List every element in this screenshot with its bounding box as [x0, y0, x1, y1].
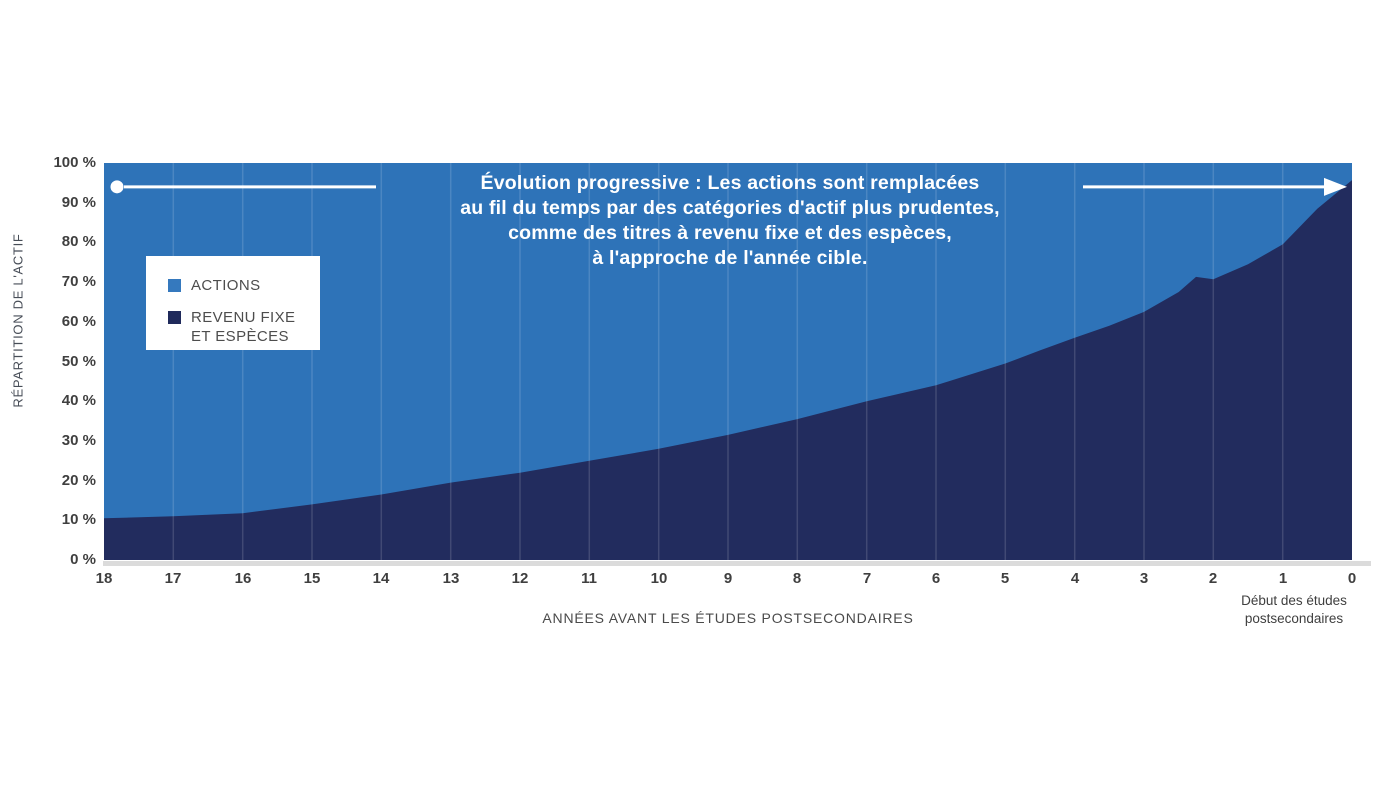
- x-tick-label: 13: [442, 570, 460, 587]
- timeline-start-dot-icon: [110, 180, 124, 194]
- fixed-income-area: [104, 180, 1352, 560]
- chart-legend: ACTIONS REVENU FIXE ET ESPÈCES: [146, 256, 320, 350]
- legend-label-fixed-income: REVENU FIXE ET ESPÈCES: [191, 309, 296, 345]
- x-tick-label: 9: [723, 570, 733, 587]
- annotation-line-3: comme des titres à revenu fixe et des es…: [508, 222, 952, 244]
- y-tick-label: 0 %: [70, 551, 96, 568]
- x-tick-label: 17: [164, 570, 182, 587]
- legend-item-fixed-income: REVENU FIXE ET ESPÈCES: [168, 308, 320, 346]
- fixed-income-swatch-icon: [168, 311, 181, 324]
- legend-item-actions: ACTIONS: [168, 276, 320, 295]
- x-tick-label: 0: [1347, 570, 1357, 587]
- y-tick-label: 60 %: [61, 313, 96, 330]
- legend-label-actions: ACTIONS: [191, 277, 261, 294]
- y-tick-label: 40 %: [61, 392, 96, 409]
- x-tick-label: 3: [1139, 570, 1149, 587]
- end-note-line-2: postsecondaires: [1244, 611, 1344, 626]
- x-tick-label: 8: [792, 570, 802, 587]
- annotation-line-2: au fil du temps par des catégories d'act…: [460, 197, 1000, 219]
- end-note-line-1: Début des études: [1241, 593, 1347, 608]
- y-tick-label: 70 %: [61, 273, 96, 290]
- x-tick-label: 12: [511, 570, 529, 587]
- x-tick-label: 18: [95, 570, 113, 587]
- x-axis-baseline: [103, 561, 1371, 566]
- x-tick-label: 4: [1070, 570, 1080, 587]
- x-tick-label: 6: [931, 570, 941, 587]
- x-tick-label: 11: [581, 570, 597, 587]
- x-tick-label: 5: [1000, 570, 1010, 587]
- x-axis-title: ANNÉES AVANT LES ÉTUDES POSTSECONDAIRES: [542, 610, 914, 626]
- x-tick-label: 10: [650, 570, 668, 587]
- y-tick-label: 10 %: [61, 511, 96, 528]
- x-tick-label: 14: [372, 570, 390, 587]
- timeline-arrow-icon: [1324, 177, 1347, 196]
- y-tick-label: 90 %: [61, 194, 96, 211]
- actions-swatch-icon: [168, 279, 181, 292]
- y-tick-label: 30 %: [61, 432, 96, 449]
- x-tick-label: 1: [1278, 570, 1288, 587]
- chart-annotation-text: Évolution progressive : Les actions sont…: [400, 171, 1060, 271]
- x-axis-end-note: Début des études postsecondaires: [1214, 592, 1374, 628]
- x-tick-label: 16: [234, 570, 252, 587]
- annotation-line-4: à l'approche de l'année cible.: [592, 247, 868, 269]
- x-tick-label: 15: [303, 570, 321, 587]
- y-tick-label: 20 %: [61, 472, 96, 489]
- y-tick-label: 100 %: [53, 154, 96, 171]
- annotation-line-1: Évolution progressive : Les actions sont…: [480, 172, 980, 194]
- x-tick-label: 2: [1208, 570, 1218, 587]
- y-tick-label: 50 %: [61, 353, 96, 370]
- x-tick-label: 7: [862, 570, 872, 587]
- y-tick-label: 80 %: [61, 233, 96, 250]
